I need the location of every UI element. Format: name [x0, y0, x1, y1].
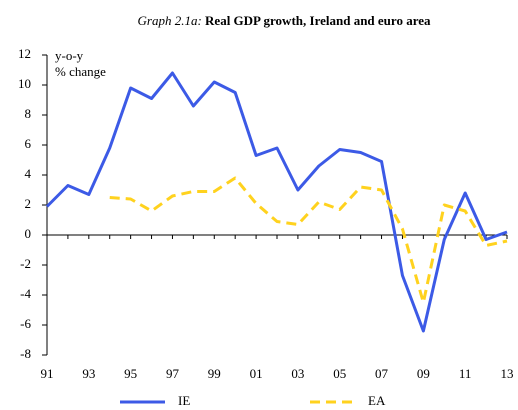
series-line — [109, 176, 508, 304]
legend-label: IE — [178, 393, 190, 408]
x-tick-label: 01 — [250, 366, 263, 381]
title-prefix: Graph 2.1a: — [138, 13, 202, 28]
x-tick-label: 05 — [333, 366, 346, 381]
x-tick-label: 99 — [208, 366, 221, 381]
x-tick-label: 09 — [417, 366, 430, 381]
y-tick-label: -2 — [20, 256, 31, 271]
y-tick-label: 12 — [18, 46, 31, 61]
y-tick-label: 8 — [25, 106, 32, 121]
chart-title: Graph 2.1a: Real GDP growth, Ireland and… — [138, 13, 431, 28]
y-tick-label: 6 — [25, 136, 32, 151]
x-tick-label: 95 — [124, 366, 137, 381]
y-tick-label: 2 — [25, 196, 32, 211]
y-tick-label: 4 — [25, 166, 32, 181]
x-tick-label: 07 — [375, 366, 389, 381]
y-axis-label: y-o-y — [55, 48, 84, 63]
y-tick-label: -8 — [20, 346, 31, 361]
series-line — [45, 71, 508, 333]
x-tick-label: 93 — [82, 366, 95, 381]
x-tick-label: 13 — [501, 366, 514, 381]
y-axis-label: % change — [55, 64, 106, 79]
x-tick-label: 11 — [459, 366, 472, 381]
x-tick-label: 91 — [41, 366, 54, 381]
x-tick-label: 97 — [166, 366, 180, 381]
x-tick-label: 03 — [291, 366, 304, 381]
title-main: Real GDP growth, Ireland and euro area — [205, 13, 431, 28]
y-tick-label: 10 — [18, 76, 31, 91]
y-tick-label: -4 — [20, 286, 31, 301]
legend-label: EA — [368, 393, 386, 408]
y-tick-label: -6 — [20, 316, 31, 331]
y-tick-label: 0 — [25, 226, 32, 241]
